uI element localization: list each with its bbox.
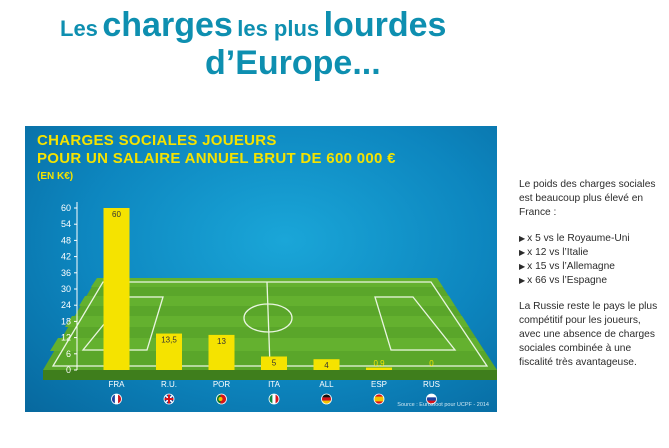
sidebar-item-text: x 12 vs l’Italie: [527, 247, 589, 258]
y-tick-label: 6: [66, 349, 71, 359]
x-tick-label: RUS: [423, 380, 440, 389]
sidebar-item: ▶ x 12 vs l’Italie: [519, 246, 664, 260]
y-tick-label: 48: [61, 235, 71, 245]
y-tick-label: 0: [66, 365, 71, 375]
arrow-right-icon: ▶: [519, 248, 526, 257]
arrow-right-icon: ▶: [519, 276, 526, 285]
x-tick-label: POR: [213, 380, 231, 389]
sidebar-item: ▶ x 5 vs le Royaume-Uni: [519, 232, 664, 246]
y-axis: 0 6 12 18 24 30 36 42 48 54 60: [61, 202, 78, 375]
sidebar-item-text: x 5 vs le Royaume-Uni: [527, 233, 630, 244]
y-tick-label: 42: [61, 252, 71, 262]
bars: 60 13,5 13 5 4 0,9 0: [103, 208, 434, 370]
bar-ru: [156, 333, 182, 370]
headline-word-les: Les: [60, 16, 98, 41]
x-axis-labels: FRA R.U. POR ITA ALL ESP RUS: [109, 380, 440, 389]
arrow-right-icon: ▶: [519, 262, 526, 271]
x-tick-label: ALL: [319, 380, 334, 389]
bar-esp: [366, 367, 392, 370]
y-tick-label: 60: [61, 203, 71, 213]
bar-value-label: 0: [429, 359, 434, 368]
y-tick-label: 36: [61, 268, 71, 278]
y-tick-label: 12: [61, 333, 71, 343]
pitch-edge: [43, 370, 497, 380]
headline-word-charges: charges: [102, 6, 233, 44]
sidebar-intro: Le poids des charges sociales est beauco…: [519, 179, 656, 218]
chart-title: CHARGES SOCIALES JOUEURS: [37, 132, 277, 149]
chart-subtitle: POUR UN SALAIRE ANNUEL BRUT DE 600 000 €: [37, 150, 396, 167]
pitch-stripe: [65, 316, 469, 327]
sidebar-item-text: x 66 vs l’Espagne: [527, 275, 608, 286]
x-tick-label: ESP: [371, 380, 387, 389]
chart-source: Source : Eurosfoot pour UCPF - 2014: [397, 402, 489, 408]
y-tick-label: 54: [61, 219, 71, 229]
x-tick-label: R.U.: [161, 380, 177, 389]
headline-line-2: d’Europe...: [205, 44, 381, 82]
y-tick-label: 24: [61, 300, 71, 310]
sidebar-outro: La Russie reste le pays le plus compétit…: [519, 301, 658, 368]
chart-unit-label: (EN K€): [37, 171, 74, 182]
headline-line-1: Les charges les plus lourdes: [60, 6, 446, 45]
italy-flag-icon: [268, 393, 280, 405]
russia-flag-icon: [426, 393, 437, 405]
bar-value-label: 60: [112, 210, 121, 219]
y-tick-label: 30: [61, 284, 71, 294]
spain-flag-icon: [373, 393, 385, 405]
germany-flag-icon: [321, 393, 332, 405]
bar-fra: [103, 208, 130, 370]
pitch-stripe: [79, 296, 455, 306]
bar-all: [313, 359, 340, 370]
uk-flag-icon: [163, 393, 175, 405]
bar-value-label: 13: [217, 337, 226, 346]
sidebar-item: ▶ x 15 vs l’Allemagne: [519, 260, 664, 274]
bar-por: [208, 334, 235, 370]
bar-ita: [261, 356, 287, 370]
pitch-lines: [51, 281, 489, 367]
bar-value-label: 13,5: [161, 336, 177, 345]
portugal-flag-icon: [216, 393, 227, 405]
sidebar-item-text: x 15 vs l’Allemagne: [527, 261, 615, 272]
sidebar-item: ▶ x 66 vs l’Espagne: [519, 274, 664, 288]
bar-value-label: 4: [324, 361, 329, 370]
y-tick-label: 18: [61, 316, 71, 326]
flags: [111, 393, 437, 405]
chart-panel: 0 6 12 18 24 30 36 42 48 54 60 60 13,5 13 5 4 0,9 0 FRA R…: [25, 126, 497, 412]
france-flag-icon: [111, 393, 122, 405]
bar-value-label: 5: [272, 359, 277, 368]
headline-word-lourdes: lourdes: [323, 6, 447, 44]
sidebar-list: ▶ x 5 vs le Royaume-Uni ▶ x 12 vs l’Italie…: [519, 232, 664, 288]
sidebar-text: Le poids des charges sociales est beauco…: [519, 178, 664, 370]
bar-value-label: 0,9: [373, 359, 385, 368]
x-tick-label: ITA: [268, 380, 281, 389]
x-tick-label: FRA: [109, 380, 126, 389]
arrow-right-icon: ▶: [519, 234, 526, 243]
headline-word-les-plus: les plus: [237, 16, 320, 41]
